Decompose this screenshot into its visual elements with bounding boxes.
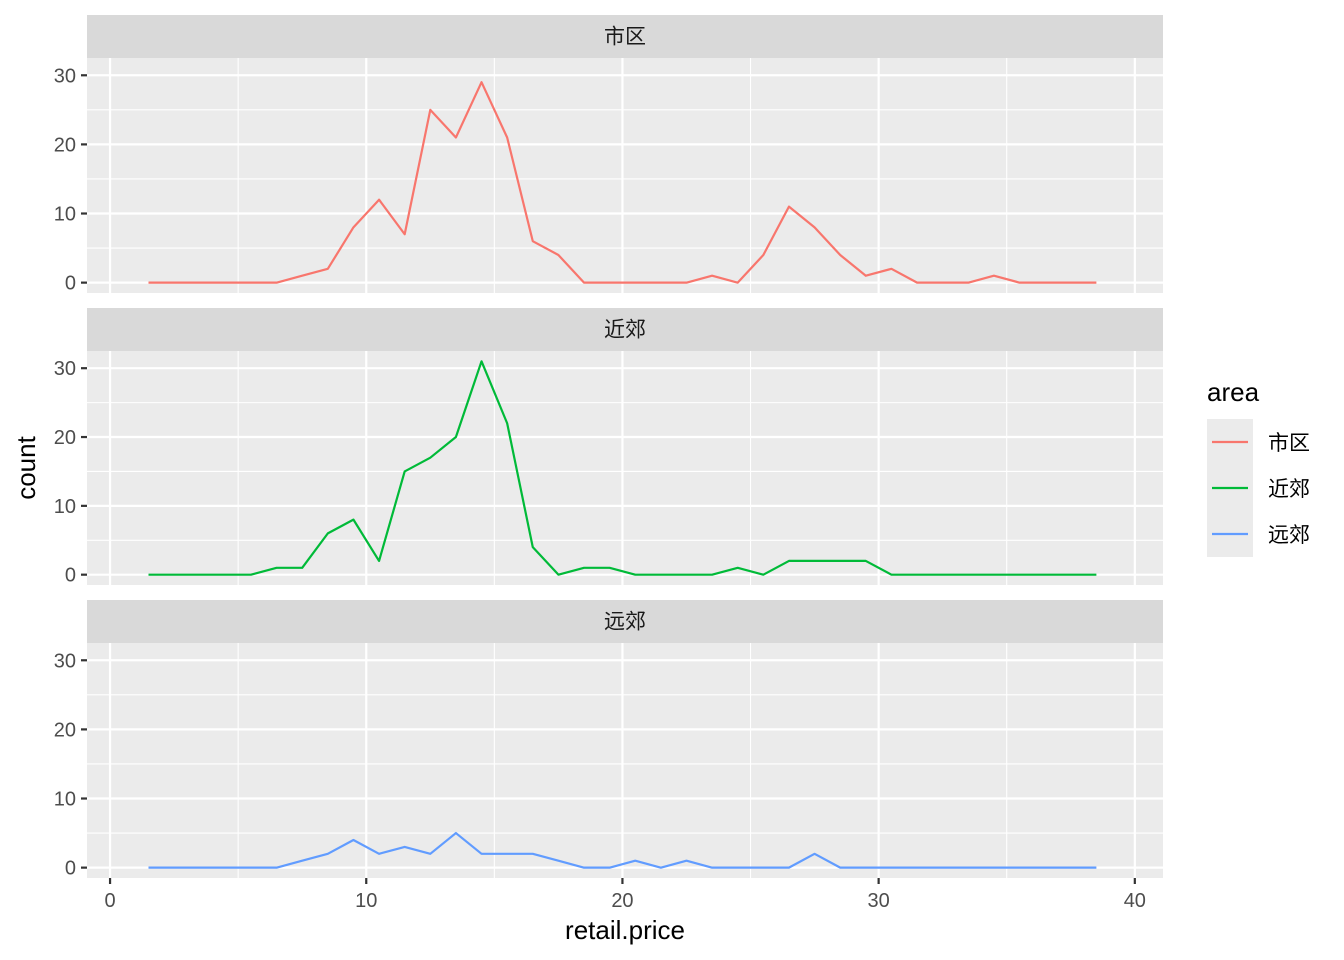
series-line <box>148 360 1097 576</box>
facet-panel: 近郊 0 10 20 30 <box>54 308 1163 587</box>
facet-strip-label: 远郊 <box>604 611 646 634</box>
facet-panels: 市区 0 10 20 30 近郊 0 10 20 30 远郊 0 10 20 30 0 10 20 30 40 <box>54 15 1163 912</box>
x-tick-label: 0 <box>104 890 115 912</box>
legend-item: 近郊 <box>1212 478 1310 501</box>
y-axis-title: count <box>11 435 41 499</box>
x-axis-title: retail.price <box>565 915 685 945</box>
x-tick-label: 10 <box>355 890 377 912</box>
facet-strip-label: 市区 <box>604 26 646 49</box>
x-tick-label: 30 <box>868 890 890 912</box>
facet-panel: 远郊 0 10 20 30 0 10 20 30 40 <box>54 600 1163 912</box>
legend-title: area <box>1207 377 1260 407</box>
legend-label: 市区 <box>1268 432 1310 455</box>
panel-background <box>87 58 1163 293</box>
y-tick-label: 30 <box>54 65 76 87</box>
series-line <box>148 831 1097 869</box>
facet-strip-label: 近郊 <box>604 319 646 342</box>
facet-strip <box>87 15 1163 58</box>
y-tick-label: 10 <box>54 496 76 518</box>
legend-label: 远郊 <box>1268 524 1310 547</box>
y-tick-label: 0 <box>65 858 76 880</box>
y-tick-label: 20 <box>54 134 76 156</box>
y-tick-label: 20 <box>54 427 76 449</box>
panel-background <box>87 351 1163 585</box>
y-tick-label: 10 <box>54 204 76 226</box>
y-tick-label: 10 <box>54 789 76 811</box>
y-tick-label: 30 <box>54 358 76 380</box>
legend-label: 近郊 <box>1268 478 1310 501</box>
legend-item: 市区 <box>1212 432 1310 455</box>
series-line <box>148 81 1097 284</box>
facet-strip <box>87 600 1163 643</box>
y-tick-label: 30 <box>54 650 76 672</box>
facet-strip <box>87 308 1163 351</box>
facet-panel: 市区 0 10 20 30 <box>54 15 1163 295</box>
x-tick-label: 20 <box>611 890 633 912</box>
legend-item: 远郊 <box>1212 524 1310 547</box>
x-tick-label: 40 <box>1124 890 1146 912</box>
panel-background <box>87 643 1163 878</box>
y-tick-label: 20 <box>54 719 76 741</box>
y-tick-label: 0 <box>65 565 76 587</box>
y-tick-label: 0 <box>65 273 76 295</box>
